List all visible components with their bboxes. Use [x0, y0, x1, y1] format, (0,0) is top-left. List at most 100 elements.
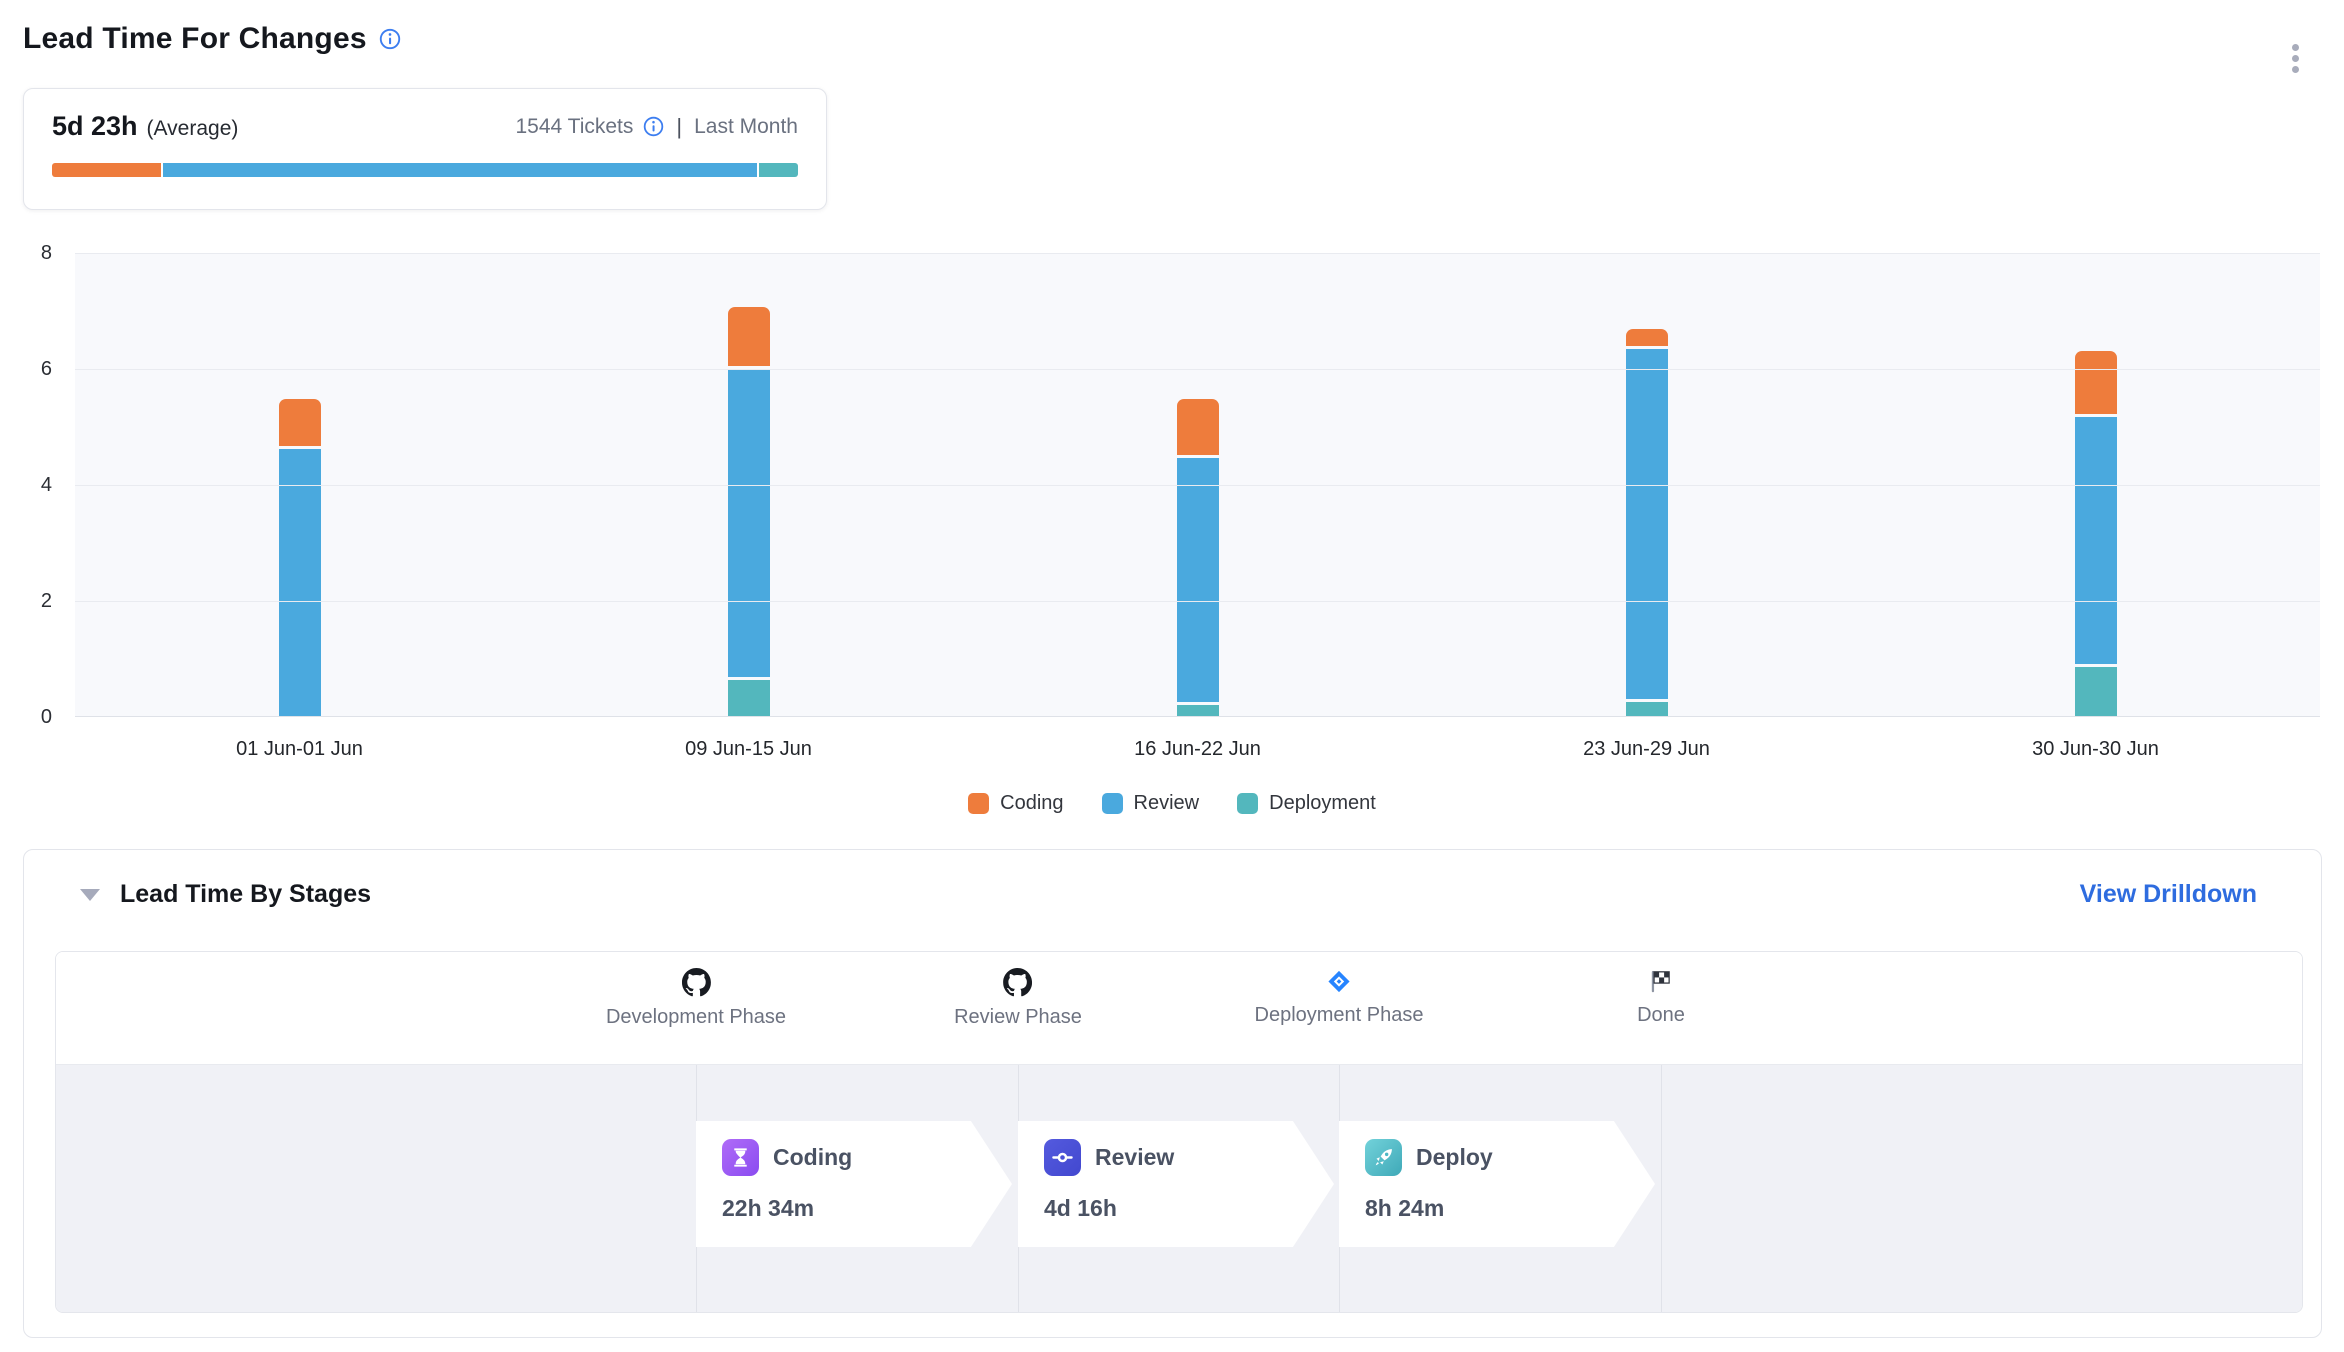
stages-body: Coding 22h 34m Review 4d 16h Deploy 8h 24m [56, 1064, 2302, 1312]
gridline [75, 253, 2320, 254]
bar-segment-coding[interactable] [727, 307, 770, 367]
gridline [75, 369, 2320, 370]
github-icon [681, 968, 711, 997]
bar-segment-review[interactable] [1176, 457, 1219, 703]
bar-segment-coding[interactable] [2074, 350, 2117, 414]
bar-column [75, 253, 524, 716]
phase-review-phase: Review Phase [954, 968, 1082, 1029]
rocket-icon [1365, 1139, 1402, 1176]
phase-label: Done [1637, 1004, 1685, 1026]
bar-segment-deployment[interactable] [1625, 701, 1668, 716]
legend-label: Review [1133, 792, 1200, 814]
view-drilldown-link[interactable]: View Drilldown [2079, 880, 2257, 908]
page-title: Lead Time For Changes [23, 22, 367, 55]
bar-09 Jun-15 Jun[interactable] [727, 307, 770, 716]
legend-label: Coding [1000, 792, 1064, 814]
x-tick-label: 30 Jun-30 Jun [2032, 738, 2159, 760]
phase-label: Deployment Phase [1254, 1004, 1424, 1026]
bar-column [1871, 253, 2320, 716]
bars-area [75, 253, 2320, 716]
bar-segment-deployment[interactable] [727, 680, 770, 716]
stage-card-deploy: Deploy 8h 24m [1339, 1121, 1655, 1247]
phase-development-phase: Development Phase [606, 968, 786, 1029]
stage-name: Deploy [1416, 1144, 1493, 1170]
bar-column [524, 253, 973, 716]
y-tick-label: 0 [40, 706, 52, 728]
bar-16 Jun-22 Jun[interactable] [1176, 398, 1219, 716]
phase-label: Review Phase [954, 1006, 1082, 1028]
stage-name: Review [1095, 1144, 1175, 1170]
github-icon [1003, 968, 1033, 997]
y-tick-label: 8 [40, 242, 52, 264]
summary-bar-segment-coding [52, 163, 162, 177]
column-divider [1661, 1065, 1662, 1312]
summary-progress-bar [52, 163, 798, 177]
bar-column [973, 253, 1422, 716]
chart-legend: Coding Review Deployment [0, 792, 2344, 815]
gridline [75, 601, 2320, 602]
bar-segment-review[interactable] [2074, 416, 2117, 664]
bar-segment-coding[interactable] [278, 398, 321, 446]
gridline [75, 485, 2320, 486]
bar-segment-review[interactable] [1625, 349, 1668, 699]
phase-deployment-phase: Deployment Phase [1254, 968, 1424, 1027]
bar-segment-review[interactable] [727, 369, 770, 678]
summary-card: 5d 23h (Average) 1544 Tickets | Last Mon… [23, 88, 827, 210]
y-tick-label: 6 [40, 358, 52, 380]
separator: | [676, 113, 683, 139]
lead-time-by-stages-panel: Lead Time By Stages View Drilldown Devel… [23, 849, 2322, 1338]
summary-bar-segment-deployment [759, 163, 798, 177]
phases-header: Development Phase Review Phase Deployment … [56, 952, 2302, 1064]
bar-23 Jun-29 Jun[interactable] [1625, 329, 1668, 716]
stage-duration: 22h 34m [722, 1195, 815, 1221]
average-lead-time-value: 5d 23h [52, 111, 138, 141]
stage-card-coding: Coding 22h 34m [696, 1121, 1012, 1247]
x-axis-labels: 01 Jun-01 Jun 09 Jun-15 Jun 16 Jun-22 Jun 2… [75, 738, 2320, 761]
commit-icon [1044, 1139, 1081, 1176]
bar-segment-deployment[interactable] [1176, 705, 1219, 716]
bar-30 Jun-30 Jun[interactable] [2074, 350, 2117, 716]
bar-segment-coding[interactable] [1625, 329, 1668, 347]
x-tick-label: 01 Jun-01 Jun [236, 738, 363, 760]
jira-icon [1325, 968, 1352, 995]
stages-panel-title: Lead Time By Stages [120, 880, 372, 908]
phase-done: Done [1637, 968, 1685, 1027]
legend-item-coding[interactable]: Coding [968, 792, 1064, 815]
x-tick-label: 23 Jun-29 Jun [1583, 738, 1710, 760]
average-label: (Average) [146, 117, 239, 140]
period-label: Last Month [694, 114, 798, 138]
legend-label: Deployment [1269, 792, 1376, 814]
legend-swatch-coding [968, 793, 990, 814]
info-icon[interactable] [379, 28, 401, 50]
tickets-count: 1544 Tickets [515, 114, 634, 138]
collapse-chevron-icon[interactable] [80, 888, 100, 901]
y-axis: 0 2 4 6 8 [0, 242, 52, 728]
more-options-icon[interactable] [2286, 38, 2305, 79]
finish-flag-icon [1648, 968, 1675, 995]
bar-segment-review[interactable] [278, 448, 321, 716]
hourglass-icon [722, 1139, 759, 1176]
stacked-bar-chart [75, 253, 2320, 717]
x-tick-label: 16 Jun-22 Jun [1134, 738, 1261, 760]
tickets-info-icon[interactable] [643, 116, 664, 137]
bar-column [1422, 253, 1871, 716]
legend-item-deployment[interactable]: Deployment [1237, 792, 1376, 815]
stage-duration: 4d 16h [1044, 1195, 1117, 1221]
legend-swatch-deployment [1237, 793, 1259, 814]
y-tick-label: 2 [40, 590, 52, 612]
stage-card-review: Review 4d 16h [1018, 1121, 1334, 1247]
summary-bar-segment-review [163, 163, 758, 177]
stage-name: Coding [773, 1144, 853, 1170]
bar-01 Jun-01 Jun[interactable] [278, 398, 321, 716]
legend-swatch-review [1101, 793, 1123, 814]
bar-segment-deployment[interactable] [2074, 666, 2117, 716]
y-tick-label: 4 [40, 474, 52, 496]
stages-table: Development Phase Review Phase Deployment … [55, 951, 2303, 1313]
bar-segment-coding[interactable] [1176, 398, 1219, 455]
legend-item-review[interactable]: Review [1101, 792, 1200, 815]
header: Lead Time For Changes [23, 22, 401, 56]
stage-duration: 8h 24m [1365, 1195, 1445, 1221]
x-tick-label: 09 Jun-15 Jun [685, 738, 812, 760]
phase-label: Development Phase [605, 1006, 787, 1028]
